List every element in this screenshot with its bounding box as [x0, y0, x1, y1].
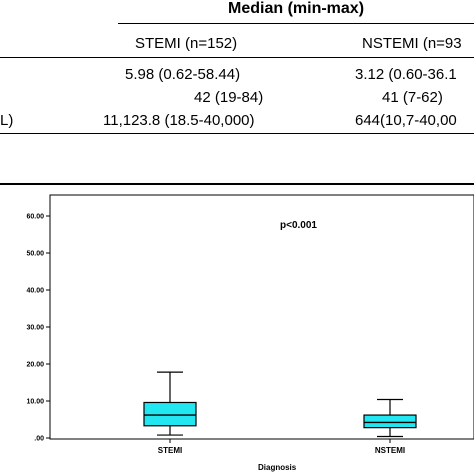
plot-frame	[49, 194, 474, 440]
x-category-label: STEMI	[158, 446, 182, 455]
table-row-3-label: L)	[0, 112, 14, 129]
x-axis-title: Diagnosis	[258, 463, 297, 472]
table-row-1-nstemi: 3.12 (0.60-36.1	[355, 66, 457, 83]
y-axis: .00 10.00 20.00 30.00 40.00 50.00 60.00	[26, 214, 50, 443]
table-rule-top	[118, 23, 474, 24]
column-header-nstemi: NSTEMI (n=93	[362, 35, 462, 52]
table-row-1-stemi: 5.98 (0.62-58.44)	[125, 66, 241, 83]
y-tick-label: 20.00	[26, 362, 44, 369]
y-tick-label: 30.00	[26, 325, 44, 332]
column-header-stemi: STEMI (n=152)	[135, 35, 238, 52]
table-row-2-stemi: 42 (19-84)	[194, 89, 264, 106]
y-tick-label: 60.00	[26, 214, 44, 221]
y-tick-label: 50.00	[26, 251, 44, 258]
x-category-label: NSTEMI	[375, 446, 405, 455]
box-nstemi	[363, 414, 417, 429]
table-row-2-nstemi: 41 (7-62)	[382, 89, 443, 106]
group-header: Median (min-max)	[228, 0, 365, 17]
box-series	[143, 371, 417, 438]
y-tick-label: 10.00	[26, 399, 44, 406]
x-axis: STEMI NSTEMI	[158, 439, 405, 455]
y-tick-label: 40.00	[26, 288, 44, 295]
table-row-3-stemi: 11,123.8 (18.5-40,000)	[103, 112, 255, 129]
table-rule-bottom	[0, 133, 474, 134]
y-tick-label: .00	[34, 436, 44, 443]
table-rule-header	[0, 57, 474, 58]
figure-top-rule	[0, 183, 474, 185]
box-stemi	[143, 401, 197, 427]
p-value-annotation: p<0.001	[280, 220, 317, 231]
table-row-3-nstemi: 644(10,7-40,00	[355, 112, 457, 129]
